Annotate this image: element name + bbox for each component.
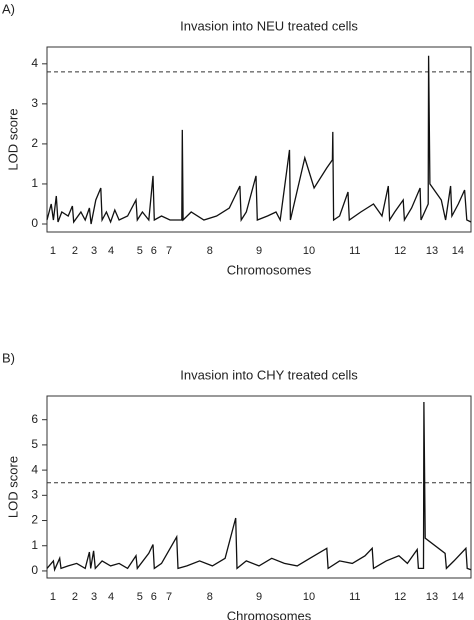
panel-label: B) [2,350,15,365]
y-tick-label: 4 [31,56,38,70]
chromosome-label: 6 [151,245,157,257]
y-tick-label: 2 [31,136,38,150]
chromosome-label: 1 [50,591,56,603]
chromosome-label: 10 [303,591,315,603]
x-axis-label: Chromosomes [227,608,312,620]
chromosome-label: 5 [137,591,143,603]
chromosome-label: 3 [91,245,97,257]
chromosome-label: 10 [303,245,315,257]
chromosome-label: 13 [426,245,438,257]
chromosome-label: 9 [256,245,262,257]
chromosome-label: 14 [452,245,464,257]
chromosome-label: 1 [50,245,56,257]
panel-label: A) [2,1,15,16]
chromosome-label: 2 [72,245,78,257]
y-tick-label: 1 [31,538,38,552]
chromosome-label: 13 [426,591,438,603]
chart-title: Invasion into NEU treated cells [180,18,358,33]
chromosome-label: 4 [108,245,114,257]
chromosome-label: 2 [72,591,78,603]
y-tick-label: 6 [31,412,38,426]
y-tick-label: 4 [31,462,38,476]
chromosome-label: 7 [166,591,172,603]
chart-title: Invasion into CHY treated cells [180,367,358,382]
y-tick-label: 0 [31,563,38,577]
chromosome-label: 8 [207,245,213,257]
x-axis-label: Chromosomes [227,262,312,277]
chromosome-label: 8 [207,591,213,603]
y-tick-label: 1 [31,176,38,190]
chromosome-label: 11 [349,245,360,257]
chromosome-label: 12 [394,591,406,603]
y-tick-label: 3 [31,96,38,110]
chromosome-label: 14 [452,591,464,603]
lod-line [46,401,472,573]
chromosome-label: 12 [394,245,406,257]
chromosome-label: 11 [349,591,360,603]
y-axis-label: LOD score [5,108,20,170]
plot-frame [46,46,472,233]
chromosome-label: 6 [151,591,157,603]
plot-frame [46,395,472,579]
y-tick-label: 3 [31,487,38,501]
y-axis-label: LOD score [5,456,20,518]
y-tick-label: 5 [31,437,38,451]
chromosome-label: 9 [256,591,262,603]
y-tick-label: 2 [31,513,38,527]
y-tick-label: 0 [31,216,38,230]
chromosome-label: 5 [137,245,143,257]
chromosome-label: 4 [108,591,114,603]
chromosome-label: 7 [166,245,172,257]
lod-line [46,55,472,225]
chromosome-label: 3 [91,591,97,603]
